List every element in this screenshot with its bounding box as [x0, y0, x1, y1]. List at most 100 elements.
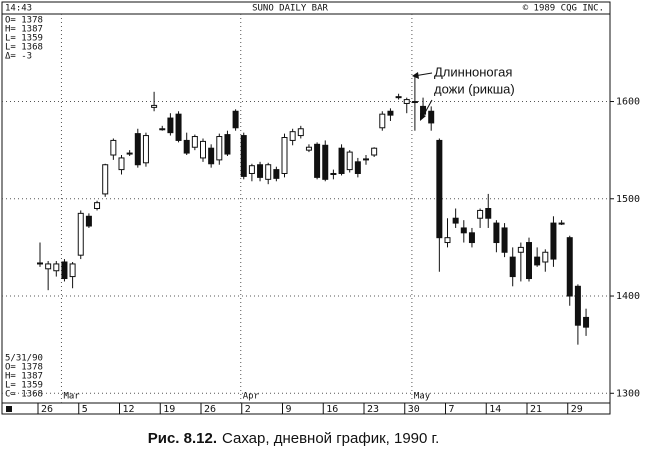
- candle-body: [501, 227, 508, 253]
- candle-body: [45, 263, 52, 270]
- candle-body: [550, 222, 557, 260]
- x-tick-label: 5: [82, 404, 88, 415]
- annotation-arrowhead: [420, 113, 426, 121]
- candle-body: [305, 146, 312, 151]
- readout: L= 1359: [5, 34, 43, 44]
- candle-body: [224, 134, 231, 155]
- header-time: 14:43: [5, 4, 32, 14]
- candle-body: [69, 263, 76, 278]
- corner-square: [6, 406, 12, 412]
- readout: C= 1368: [5, 390, 43, 400]
- x-tick-label: 26: [41, 404, 53, 415]
- candle-body: [509, 256, 516, 278]
- candle-body: [411, 101, 418, 104]
- candle-body: [387, 110, 394, 116]
- candle-body: [566, 237, 573, 297]
- y-tick-label: 1400: [616, 291, 640, 302]
- annotation: Длинноногая: [434, 64, 512, 79]
- readout: O= 1378: [5, 363, 43, 373]
- readout: H= 1387: [5, 25, 43, 35]
- candle-body: [517, 246, 524, 253]
- candle-body: [151, 104, 158, 108]
- readout: 5/31/90: [5, 354, 43, 364]
- x-tick-label: 29: [571, 404, 583, 415]
- candle-body: [534, 256, 541, 266]
- month-label: Apr: [243, 392, 260, 402]
- candle-body: [395, 96, 402, 99]
- month-label: Mar: [63, 392, 80, 402]
- candle-body: [53, 263, 60, 272]
- header-title: SUNO DAILY BAR: [252, 4, 328, 14]
- candle-body: [297, 128, 304, 137]
- x-tick-label: 14: [489, 404, 501, 415]
- candle-body: [183, 139, 190, 154]
- candle-body: [289, 131, 296, 141]
- candle-body: [257, 164, 264, 178]
- candle-body: [403, 99, 410, 104]
- candle-body: [330, 172, 337, 175]
- candle-body: [110, 139, 117, 156]
- candle-body: [558, 222, 565, 225]
- candle-body: [477, 209, 484, 219]
- candle-body: [542, 251, 549, 263]
- y-tick-label: 1600: [616, 97, 640, 108]
- candle-body: [134, 133, 141, 166]
- x-tick-label: 30: [408, 404, 420, 415]
- candle-body: [314, 143, 321, 178]
- candle-body: [37, 262, 43, 265]
- candle-body: [94, 202, 101, 209]
- chart-frame: [1, 1, 611, 415]
- readout: L= 1368: [5, 43, 43, 53]
- candle-body: [371, 147, 378, 156]
- caption-label: Рис. 8.12.: [148, 430, 217, 447]
- candle-body: [142, 135, 149, 164]
- candle-body: [346, 151, 353, 171]
- candle-body: [159, 128, 166, 131]
- candle-body: [322, 144, 329, 180]
- candle-body: [574, 285, 581, 326]
- candle-body: [363, 158, 369, 161]
- annotation-arrowhead: [412, 72, 419, 79]
- candle-body: [273, 169, 280, 179]
- x-tick-label: 9: [286, 404, 292, 415]
- candle-body: [379, 113, 386, 129]
- month-label: May: [414, 392, 431, 402]
- candle-body: [126, 152, 133, 155]
- candle-body: [85, 215, 92, 227]
- readout: O= 1378: [5, 16, 43, 26]
- x-tick-label: 2: [245, 404, 251, 415]
- candle-body: [338, 147, 345, 174]
- candle-body: [493, 222, 500, 244]
- readout: H= 1387: [5, 372, 43, 382]
- candle-body: [420, 105, 427, 115]
- x-tick-label: 19: [163, 404, 175, 415]
- candle-body: [248, 165, 255, 174]
- candle-body: [460, 227, 467, 234]
- y-tick-label: 1300: [616, 388, 640, 399]
- candle-body: [583, 316, 590, 328]
- candle-body: [428, 110, 435, 124]
- candle-body: [191, 136, 198, 148]
- candle-body: [61, 261, 68, 280]
- candle-body: [167, 117, 174, 134]
- candle-body: [232, 110, 239, 129]
- candle-body: [281, 137, 288, 174]
- candle-body: [240, 135, 247, 177]
- candle-body: [452, 217, 459, 224]
- x-tick-label: 16: [326, 404, 338, 415]
- candle-body: [468, 232, 475, 244]
- x-tick-label: 7: [449, 404, 455, 415]
- candle-body: [436, 139, 443, 239]
- candle-body: [118, 157, 125, 171]
- readout: Δ= -3: [5, 52, 32, 62]
- y-tick-label: 1500: [616, 194, 640, 205]
- candle-body: [208, 147, 215, 165]
- candle-body: [485, 208, 492, 219]
- candle-body: [354, 161, 361, 174]
- candle-body: [200, 140, 206, 159]
- x-tick-label: 23: [367, 404, 379, 415]
- header-copyright: © 1989 CQG INC.: [523, 4, 604, 14]
- candle-body: [216, 136, 223, 161]
- candle-body: [265, 164, 272, 180]
- x-tick-label: 21: [530, 404, 542, 415]
